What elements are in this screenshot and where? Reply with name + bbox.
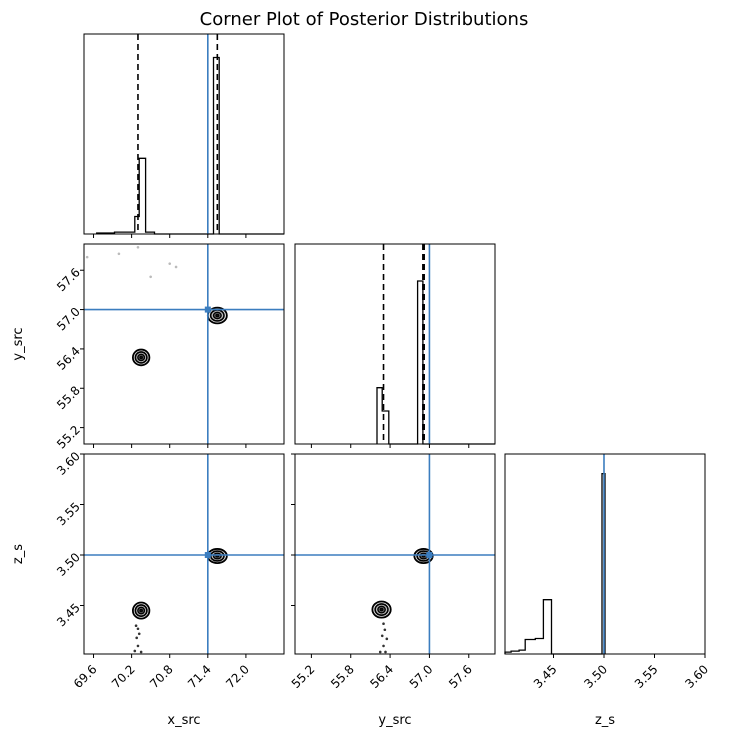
outlier-point-5 (378, 650, 382, 654)
y-tick-label-z_s-2: 3.55 (54, 500, 83, 529)
outlier-point-2 (135, 636, 138, 640)
y-tick-label-z_s-0: 3.45 (54, 601, 83, 630)
contour-0-3 (379, 607, 384, 612)
outlier-point-4 (174, 265, 178, 269)
outlier-point-1 (117, 252, 121, 256)
outlier-point-1 (383, 628, 387, 632)
panel-frame-x_src (83, 33, 285, 235)
x-tick-label-z_s-1: 3.50 (581, 662, 610, 691)
scatter-content-x_src-z_s (84, 454, 284, 654)
y-axis-label-y_src: y_src (11, 327, 26, 360)
outlier-point-2 (380, 634, 384, 638)
outlier-point-6 (134, 624, 138, 628)
histogram-step-z_s (504, 472, 606, 655)
y-axis-label-z_s: z_s (11, 544, 26, 564)
contour-1-3 (215, 313, 220, 318)
y-tick-label-y_src-2: 56.4 (54, 344, 83, 373)
scatter-panel-x_src-z_s (83, 453, 285, 655)
panel-frame-x_src-z_s (83, 453, 285, 655)
outlier-point-3 (168, 262, 172, 265)
scatter-panel-x_src-y_src (83, 243, 285, 445)
axes-ticks-0-0 (93, 234, 247, 238)
outlier-point-3 (385, 637, 389, 641)
outlier-point-3 (136, 644, 140, 648)
x-tick-label-y_src-2: 56.4 (367, 662, 396, 691)
truth-marker (204, 306, 211, 313)
y-tick-label-y_src-3: 57.0 (54, 305, 83, 334)
y-tick-label-y_src-1: 55.8 (54, 383, 83, 412)
contour-0-3 (139, 355, 143, 360)
outlier-point-2 (136, 245, 140, 249)
outlier-point-4 (382, 644, 385, 648)
y-tick-label-y_src-4: 57.6 (54, 265, 83, 294)
x-axis-label-y_src: y_src (378, 713, 411, 728)
histogram-panel-x_src (83, 33, 285, 235)
contour-0-3 (139, 608, 143, 613)
x-tick-label-x_src-2: 70.8 (147, 662, 176, 691)
x-tick-label-y_src-1: 55.8 (328, 662, 357, 691)
outlier-point-6 (384, 650, 387, 654)
scatter-panel-y_src-z_s (294, 453, 496, 655)
truth-marker (204, 552, 211, 559)
x-tick-label-y_src-3: 57.0 (407, 662, 436, 691)
x-tick-label-x_src-4: 72.0 (223, 662, 252, 691)
scatter-content-x_src-y_src (84, 244, 284, 444)
outlier-point-4 (133, 649, 137, 653)
truth-marker (426, 552, 433, 559)
x-tick-label-z_s-0: 3.45 (531, 662, 560, 691)
y-tick-label-z_s-3: 3.60 (54, 449, 83, 478)
outlier-point-1 (137, 632, 141, 636)
panel-frame-y_src-z_s (294, 453, 496, 655)
outlier-point-0 (136, 627, 140, 631)
axes-ticks-1-1 (310, 444, 470, 448)
panels: 55.2 55.8 56.4 57.0 57.6 69.6 70.2 70.8 71.4 72.0… (11, 33, 711, 728)
outlier-point-0 (85, 255, 89, 259)
x-tick-label-y_src-0: 55.2 (289, 662, 318, 691)
panel-frame-y_src (294, 243, 496, 445)
scatter-content-y_src-z_s (295, 454, 495, 654)
x-axis-label-x_src: x_src (167, 713, 200, 728)
histogram-step-x_src (96, 56, 284, 235)
x-tick-label-x_src-0: 69.6 (71, 662, 100, 691)
x-tick-label-x_src-3: 71.4 (185, 662, 214, 691)
axes-ticks-2-1: 55.2 55.8 56.4 57.0 57.6 (289, 453, 475, 691)
axes-ticks-2-2: 3.45 3.50 3.55 3.60 (531, 654, 711, 691)
y-tick-label-z_s-1: 3.50 (54, 550, 83, 579)
histogram-panel-z_s (504, 453, 706, 655)
chart-title: Corner Plot of Posterior Distributions (200, 9, 529, 30)
panel-frame-x_src-y_src (83, 243, 285, 445)
outlier-point-5 (139, 650, 143, 654)
x-tick-label-x_src-1: 70.2 (109, 662, 138, 691)
outlier-point-5 (149, 275, 152, 279)
outlier-point-0 (382, 622, 385, 625)
x-tick-label-z_s-3: 3.60 (682, 662, 711, 691)
x-tick-label-y_src-4: 57.6 (446, 662, 475, 691)
y-tick-label-y_src-0: 55.2 (54, 423, 83, 452)
x-axis-label-z_s: z_s (595, 713, 615, 728)
histogram-step-y_src (376, 280, 495, 445)
x-tick-label-z_s-2: 3.55 (632, 662, 661, 691)
histogram-panel-y_src (294, 243, 496, 445)
panel-frame-z_s (504, 453, 706, 655)
